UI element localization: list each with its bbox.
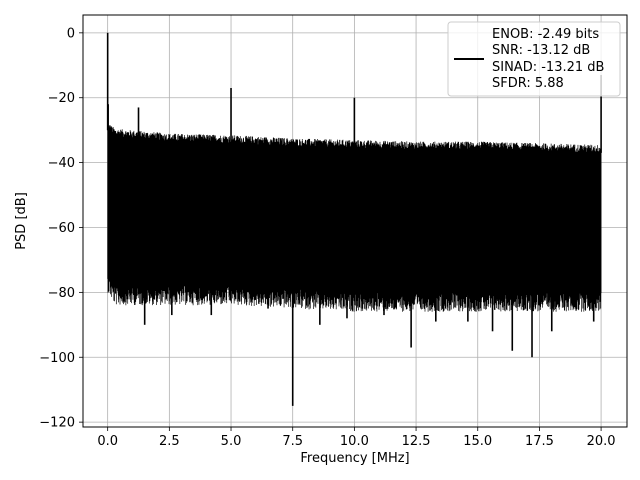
y-tick-label: −60	[48, 221, 75, 236]
psd-trace	[106, 32, 602, 406]
legend-box	[447, 21, 621, 97]
x-tick-label: 2.5	[159, 434, 180, 449]
y-tick-label: −40	[48, 156, 75, 171]
plot-frame	[82, 14, 628, 428]
legend: ENOB: -2.49 bits SNR: -13.12 dB SINAD: -…	[447, 21, 621, 97]
y-axis-label: PSD [dB]	[14, 192, 29, 250]
x-tick-label: 10.0	[340, 434, 369, 449]
legend-entry-snr: SNR: -13.12 dB	[492, 43, 590, 58]
x-tick-label: 15.0	[463, 434, 492, 449]
x-axis-label: Frequency [MHz]	[300, 451, 409, 466]
x-tick-label: 12.5	[402, 434, 431, 449]
y-axis: 0 −20 −40 −60 −80 −100 −120	[39, 26, 83, 431]
psd-noise-floor-line	[107, 124, 602, 312]
y-tick-label: −20	[48, 91, 75, 106]
y-tick-label: −80	[48, 286, 75, 301]
y-tick-label: −120	[39, 416, 75, 431]
legend-entry-sfdr: SFDR: 5.88	[492, 76, 564, 91]
y-tick-label: 0	[67, 26, 75, 41]
x-tick-label: 20.0	[587, 434, 616, 449]
x-axis: 0.0 2.5 5.0 7.5 10.0 12.5 15.0 17.5 20.0	[97, 427, 616, 449]
y-tick-label: −100	[39, 351, 75, 366]
x-tick-label: 7.5	[282, 434, 303, 449]
legend-entry-sinad: SINAD: -13.21 dB	[492, 60, 604, 75]
x-tick-label: 17.5	[525, 434, 554, 449]
x-tick-label: 0.0	[97, 434, 118, 449]
x-tick-label: 5.0	[221, 434, 242, 449]
legend-entry-enob: ENOB: -2.49 bits	[492, 27, 599, 42]
